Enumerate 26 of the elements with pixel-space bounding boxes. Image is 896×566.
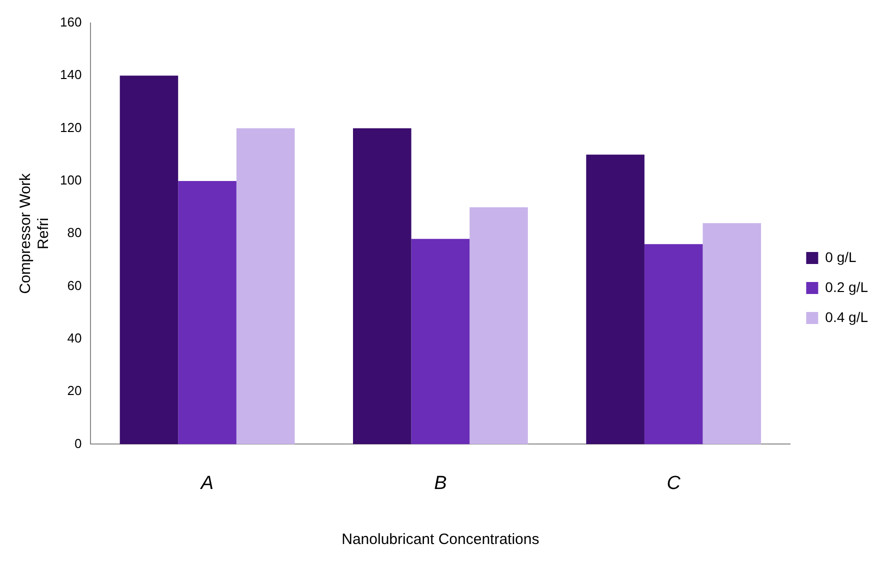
legend-label: 0.4 g/L (825, 308, 868, 325)
y-tick-label: 40 (67, 330, 82, 346)
y-tick-label: 140 (60, 67, 82, 82)
bar (120, 76, 178, 444)
bar (586, 154, 644, 444)
y-tick-label: 0 (74, 436, 82, 451)
bar (236, 128, 295, 444)
bar (178, 180, 236, 444)
x-tick-label: B (434, 472, 448, 494)
y-tick-label: 80 (67, 225, 82, 240)
y-tick-label: 60 (67, 278, 82, 293)
bar (411, 238, 470, 444)
x-axis-title: Nanolubricant Concentrations (342, 531, 540, 548)
x-tick-label: C (666, 472, 681, 494)
y-tick-label: 120 (60, 120, 82, 135)
y-tick-label: 100 (60, 172, 82, 188)
bar (644, 244, 703, 444)
bar (353, 128, 412, 444)
y-tick-label: 20 (67, 383, 82, 398)
bar (702, 223, 762, 444)
bar (470, 207, 528, 444)
x-tick-label: A (200, 472, 214, 494)
y-axis-title: Compressor Work Refri (17, 172, 52, 294)
legend-label: 0 g/L (825, 248, 857, 265)
legend-label: 0.2 g/L (825, 278, 868, 295)
y-tick-label: 160 (60, 14, 82, 30)
